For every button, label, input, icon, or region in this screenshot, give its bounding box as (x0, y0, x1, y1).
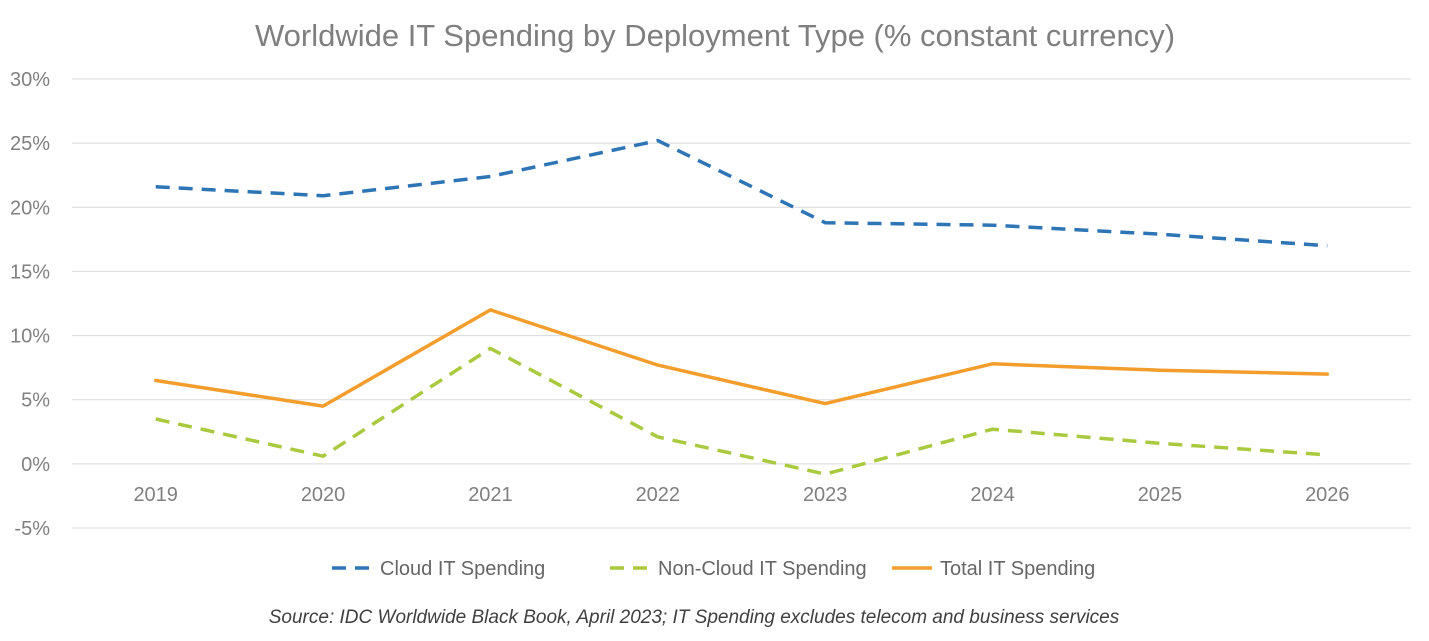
x-tick-label: 2026 (1305, 484, 1350, 506)
series-line-non-cloud-it-spending (155, 346, 1328, 476)
y-tick-label: 10% (10, 326, 50, 348)
x-tick-label: 2024 (970, 484, 1015, 506)
y-axis-ticks: 30% 25% 20% 15% 10% 5% 0% -5% (10, 69, 50, 540)
y-tick-label: -5% (14, 518, 50, 540)
y-tick-label: 30% (10, 69, 50, 91)
x-tick-label: 2020 (301, 484, 346, 506)
x-tick-label: 2025 (1138, 484, 1183, 506)
x-tick-label: 2019 (133, 484, 178, 506)
source-note: Source: IDC Worldwide Black Book, April … (269, 607, 1120, 628)
legend-label: Non-Cloud IT Spending (658, 558, 867, 580)
series-line-cloud-it-spending (155, 138, 1328, 248)
gridlines (72, 78, 1411, 529)
y-tick-label: 0% (21, 454, 50, 476)
y-tick-label: 15% (10, 261, 50, 283)
legend-label: Cloud IT Spending (380, 558, 545, 580)
legend: Cloud IT Spending Non-Cloud IT Spending To… (332, 558, 1095, 580)
y-tick-label: 5% (21, 390, 50, 412)
chart-title: Worldwide IT Spending by Deployment Type… (255, 18, 1175, 53)
x-tick-label: 2021 (468, 484, 513, 506)
series-lines (153, 138, 1330, 476)
y-tick-label: 20% (10, 197, 50, 219)
y-tick-label: 25% (10, 133, 50, 155)
x-tick-label: 2023 (803, 484, 848, 506)
legend-label: Total IT Spending (940, 558, 1095, 580)
series-line-total-it-spending (153, 308, 1330, 408)
x-tick-label: 2022 (636, 484, 681, 506)
x-axis-ticks: 2019 2020 2021 2022 2023 2024 2025 2026 (133, 484, 1349, 506)
